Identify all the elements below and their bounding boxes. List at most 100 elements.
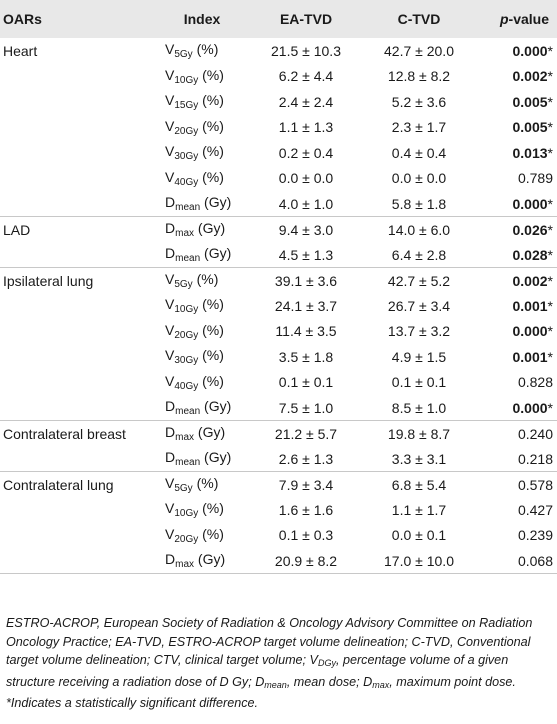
- significance-marker: *: [547, 68, 553, 85]
- cell-p-value: 0.001*: [473, 344, 557, 370]
- p-value: 0.001: [512, 297, 548, 314]
- index-symbol: V: [165, 296, 175, 313]
- index-subscript: mean: [175, 406, 201, 417]
- cell-index: V5Gy (%): [157, 471, 247, 497]
- header-c-tvd: C-TVD: [397, 11, 441, 27]
- footnote-sub-mean: mean: [264, 679, 287, 690]
- index-subscript: 10Gy: [174, 74, 199, 86]
- results-table-container: OARs Index EA-TVD C-TVD p-value Heart V5G…: [0, 0, 557, 574]
- table-row: Heart V5Gy (%) 21.5 ± 10.3 42.7 ± 20.0 0.000…: [0, 38, 557, 64]
- p-value: 0.218: [517, 450, 553, 467]
- table-row: V20Gy (%) 0.1 ± 0.3 0.0 ± 0.1 0.239: [0, 523, 557, 549]
- index-subscript: 10Gy: [174, 508, 199, 520]
- cell-oar: [0, 64, 157, 90]
- cell-p-value: 0.578: [473, 471, 557, 497]
- significance-marker: *: [547, 323, 553, 340]
- cell-c-tvd: 5.2 ± 3.6: [391, 93, 447, 110]
- table-row: V10Gy (%) 1.6 ± 1.6 1.1 ± 1.7 0.427: [0, 497, 557, 523]
- index-symbol: V: [165, 168, 175, 185]
- table-row: V30Gy (%) 0.2 ± 0.4 0.4 ± 0.4 0.013*: [0, 140, 557, 166]
- cell-c-tvd: 13.7 ± 3.2: [387, 323, 451, 340]
- index-subscript: mean: [175, 253, 201, 264]
- cell-index: V20Gy (%): [157, 319, 247, 345]
- cell-oar: [0, 115, 157, 141]
- index-subscript: 5Gy: [174, 279, 193, 290]
- cell-oar: [0, 140, 157, 166]
- index-subscript: 40Gy: [174, 176, 199, 188]
- table-row: V10Gy (%) 6.2 ± 4.4 12.8 ± 8.2 0.002*: [0, 64, 557, 90]
- cell-ea-tvd: 2.6 ± 1.3: [278, 450, 334, 467]
- footnote-text-4: , maximum point dose. *Indicates a stati…: [6, 674, 516, 711]
- significance-marker: *: [547, 272, 553, 289]
- header-p-value: p-value: [473, 0, 557, 38]
- index-subscript: 20Gy: [174, 125, 199, 137]
- cell-c-tvd: 6.8 ± 5.4: [365, 471, 473, 497]
- cell-oar: Heart: [3, 42, 38, 59]
- cell-p-value: 0.828: [473, 370, 557, 396]
- index-symbol: D: [165, 424, 176, 440]
- index-symbol: V: [165, 41, 175, 58]
- cell-oar: [0, 191, 157, 217]
- cell-ea-tvd: 1.1 ± 1.3: [278, 119, 334, 136]
- cell-ea-tvd: 4.5 ± 1.3: [278, 246, 334, 263]
- p-value: 0.000: [512, 195, 548, 212]
- index-subscript: 40Gy: [174, 380, 199, 392]
- cell-index: V20Gy (%): [157, 115, 247, 141]
- index-symbol: V: [165, 66, 175, 83]
- significance-marker: *: [547, 42, 553, 59]
- cell-index: Dmean (Gy): [157, 242, 247, 268]
- cell-ea-tvd: 21.5 ± 10.3: [271, 42, 341, 59]
- p-value: 0.000: [512, 399, 548, 416]
- cell-oar: [0, 344, 157, 370]
- cell-index: Dmean (Gy): [157, 191, 247, 217]
- table-row: Contralateral breast Dmax (Gy) 21.2 ± 5.7 1…: [0, 420, 557, 446]
- significance-marker: *: [547, 348, 553, 365]
- cell-c-tvd: 4.9 ± 1.5: [391, 348, 447, 365]
- p-value: 0.239: [517, 527, 553, 544]
- footnote-text-1: ESTRO-ACROP, European Society of Radiati…: [6, 616, 533, 667]
- cell-p-value: 0.240: [473, 420, 557, 446]
- cell-c-tvd: 26.7 ± 3.4: [387, 297, 451, 314]
- cell-ea-tvd: 2.4 ± 2.4: [278, 93, 334, 110]
- cell-c-tvd: 14.0 ± 6.0: [365, 216, 473, 242]
- cell-oar: [0, 548, 157, 574]
- dosimetric-comparison-table: OARs Index EA-TVD C-TVD p-value Heart V5G…: [0, 0, 557, 574]
- cell-ea-tvd: 24.1 ± 3.7: [274, 297, 338, 314]
- index-unit: (Gy): [194, 424, 226, 440]
- index-unit: (%): [198, 347, 224, 364]
- cell-oar: [0, 242, 157, 268]
- cell-index: V30Gy (%): [157, 140, 247, 166]
- cell-oar: LAD: [0, 216, 157, 242]
- cell-ea-tvd: 3.5 ± 1.8: [278, 348, 334, 365]
- index-symbol: V: [165, 321, 175, 338]
- index-unit: (%): [198, 372, 224, 389]
- cell-oar: Contralateral lung: [0, 471, 157, 497]
- cell-p-value: 0.001*: [473, 293, 557, 319]
- cell-index: V10Gy (%): [157, 64, 247, 90]
- cell-c-tvd: 1.1 ± 1.7: [391, 501, 447, 518]
- index-symbol: D: [165, 245, 176, 261]
- index-subscript: 5Gy: [174, 483, 193, 494]
- cell-index: V5Gy (%): [157, 38, 247, 64]
- cell-ea-tvd: 7.9 ± 3.4: [247, 471, 365, 497]
- cell-p-value: 0.005*: [473, 89, 557, 115]
- table-row: Dmean (Gy) 4.5 ± 1.3 6.4 ± 2.8 0.028*: [0, 242, 557, 268]
- cell-p-value: 0.000*: [473, 395, 557, 421]
- table-row: Dmax (Gy) 20.9 ± 8.2 17.0 ± 10.0 0.068: [0, 548, 557, 574]
- significance-marker: *: [547, 93, 553, 110]
- cell-ea-tvd: 21.2 ± 5.7: [247, 420, 365, 446]
- cell-index: V10Gy (%): [157, 497, 247, 523]
- significance-marker: *: [547, 195, 553, 212]
- significance-marker: *: [547, 399, 553, 416]
- cell-ea-tvd: 6.2 ± 4.4: [278, 68, 334, 85]
- cell-c-tvd: 5.8 ± 1.8: [391, 195, 447, 212]
- index-subscript: 5Gy: [174, 49, 193, 61]
- significance-marker: *: [547, 221, 553, 238]
- p-value: 0.789: [517, 170, 553, 187]
- cell-index: V40Gy (%): [157, 370, 247, 396]
- cell-index: Dmax (Gy): [157, 548, 247, 574]
- index-subscript: max: [175, 228, 195, 239]
- cell-c-tvd: 2.3 ± 1.7: [391, 119, 447, 136]
- index-subscript: max: [175, 432, 195, 443]
- cell-c-tvd: 19.8 ± 8.7: [365, 420, 473, 446]
